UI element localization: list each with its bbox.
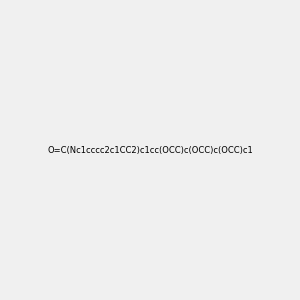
- Text: O=C(Nc1cccc2c1CC2)c1cc(OCC)c(OCC)c(OCC)c1: O=C(Nc1cccc2c1CC2)c1cc(OCC)c(OCC)c(OCC)c…: [47, 146, 253, 154]
